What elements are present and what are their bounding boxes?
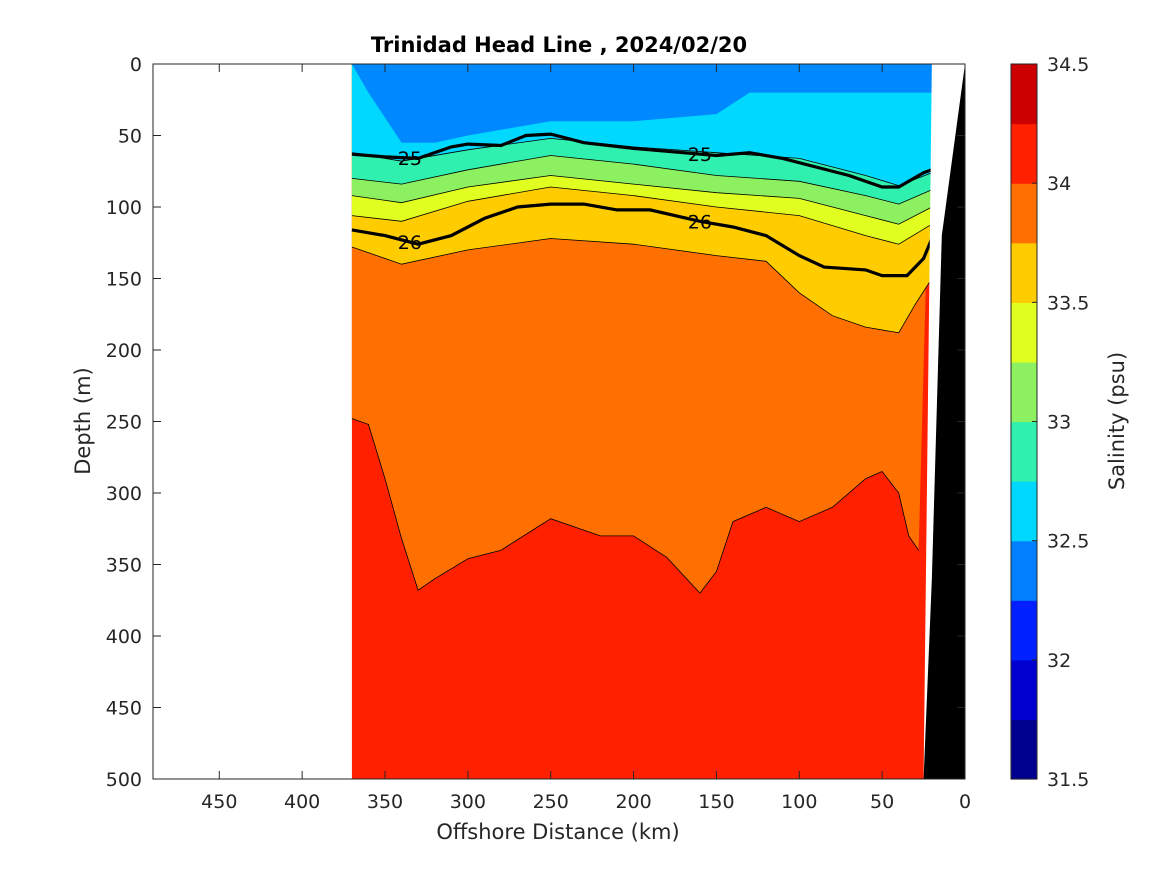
x-tick-label: 250 — [533, 791, 569, 813]
contour-label-26: 26 — [688, 211, 712, 233]
colorbar-segment — [1011, 659, 1037, 721]
contour-thin-33.75 — [351, 238, 933, 334]
colorbar-segment — [1011, 600, 1037, 661]
contour-thin-33.5 — [351, 186, 933, 245]
x-tick-label: 0 — [959, 791, 971, 813]
x-tick-label: 300 — [450, 791, 486, 813]
x-tick-label: 200 — [615, 791, 651, 813]
density-contour-25 — [351, 132, 933, 189]
density-contour-26 — [351, 202, 934, 278]
x-tick-label: 450 — [201, 791, 237, 813]
y-tick-label: 300 — [106, 483, 142, 505]
colorbar-segment — [1011, 421, 1037, 482]
contour-line-layer — [351, 132, 934, 594]
contour-label-layer: 25 25 26 26 — [398, 144, 712, 254]
colorbar-tick-label: 33 — [1047, 412, 1071, 434]
y-axis: 0 50 100 150 200 250 300 350 400 450 500 — [106, 54, 965, 791]
seafloor-topography — [923, 64, 965, 779]
x-tick-label: 400 — [284, 791, 320, 813]
contour-thin-34 — [351, 418, 919, 594]
colorbar-segment — [1011, 540, 1037, 601]
colorbar-segment — [1011, 242, 1037, 303]
x-tick-label: 350 — [367, 791, 403, 813]
x-axis-label: Offshore Distance (km) — [436, 820, 679, 844]
colorbar-segment — [1011, 719, 1037, 780]
y-tick-label: 350 — [106, 555, 142, 577]
x-axis: 450 400 350 300 250 200 150 100 50 0 — [201, 64, 971, 813]
y-axis-label: Depth (m) — [71, 367, 95, 474]
chart-title: Trinidad Head Line , 2024/02/20 — [371, 33, 747, 57]
contour-label-25: 25 — [398, 148, 422, 170]
colorbar-tick-label: 33.5 — [1047, 292, 1089, 314]
y-tick-label: 500 — [106, 769, 142, 791]
y-tick-label: 200 — [106, 340, 142, 362]
colorbar-tick-label: 34.5 — [1047, 54, 1089, 76]
y-tick-label: 400 — [106, 626, 142, 648]
contour-thin-33.25 — [351, 175, 933, 225]
colorbar-label: Salinity (psu) — [1105, 352, 1129, 490]
colorbar-segment — [1011, 481, 1037, 542]
x-tick-label: 150 — [698, 791, 734, 813]
salinity-fill-layer — [351, 64, 932, 779]
colorbar-segment — [1011, 361, 1037, 423]
salinity-band-32.25 — [351, 64, 932, 143]
y-tick-label: 100 — [106, 197, 142, 219]
colorbar — [1010, 63, 1038, 780]
colorbar-tick-label: 31.5 — [1047, 769, 1089, 791]
contour-thin-33 — [351, 155, 933, 205]
colorbar-tick-label: 32 — [1047, 650, 1071, 672]
y-tick-label: 50 — [118, 126, 142, 148]
y-tick-label: 250 — [106, 412, 142, 434]
contour-thin-32.75 — [351, 137, 933, 187]
y-tick-label: 450 — [106, 698, 142, 720]
contour-label-26: 26 — [398, 232, 422, 254]
colorbar-segment — [1011, 183, 1037, 244]
topography-layer — [918, 64, 965, 779]
contour-label-25: 25 — [688, 144, 712, 166]
y-tick-label: 150 — [106, 269, 142, 291]
x-tick-label: 100 — [781, 791, 817, 813]
x-tick-label: 50 — [870, 791, 894, 813]
colorbar-segment — [1011, 123, 1037, 184]
colorbar-ticks: 31.5 32 32.5 33 33.5 34 34.5 — [1032, 54, 1089, 791]
colorbar-tick-label: 34 — [1047, 173, 1071, 195]
colorbar-segment — [1011, 302, 1037, 363]
colorbar-tick-label: 32.5 — [1047, 531, 1089, 553]
colorbar-segment — [1011, 64, 1037, 125]
y-tick-label: 0 — [130, 54, 142, 76]
